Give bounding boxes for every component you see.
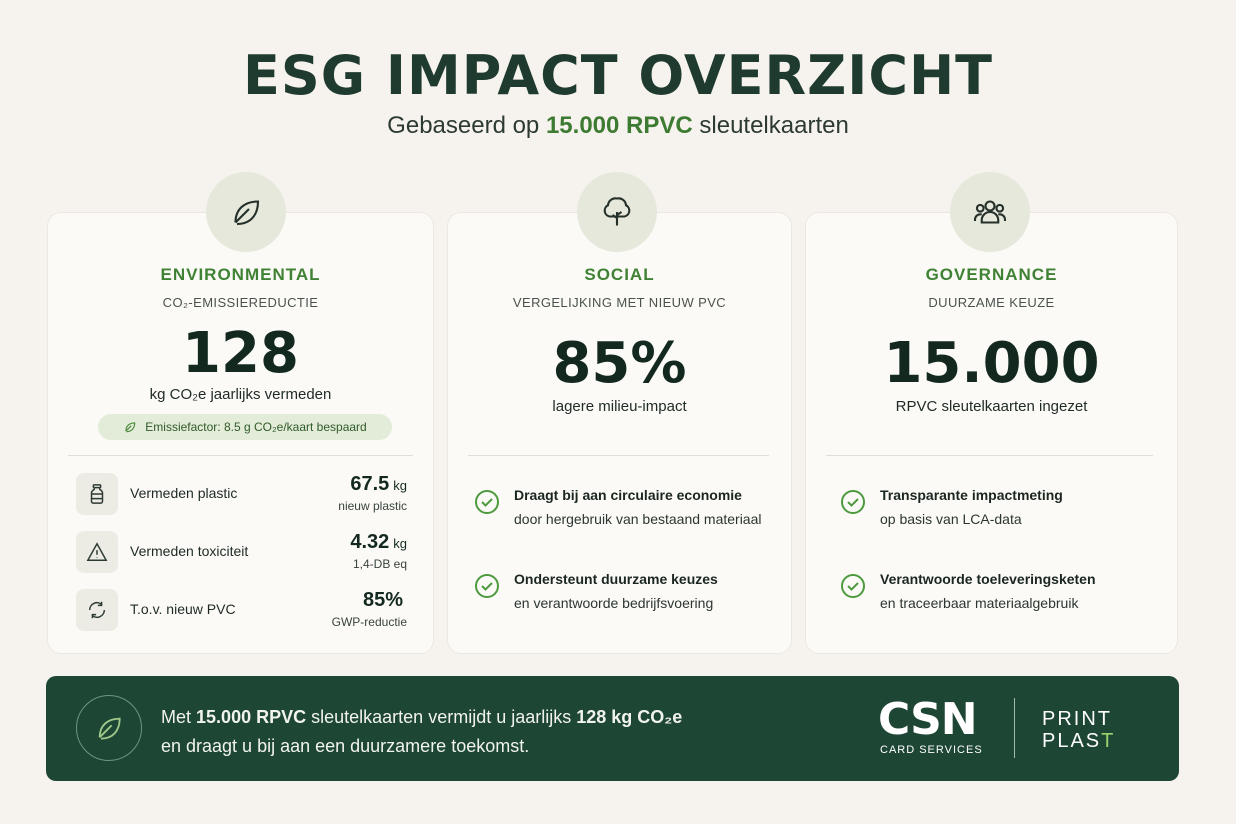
check-circle-icon (841, 574, 865, 598)
printplast-logo-accent: T (1101, 730, 1116, 752)
point-title: Ondersteunt duurzame keuzes (514, 571, 718, 587)
check-circle-icon (475, 574, 499, 598)
stat-row: Vermeden toxiciteit 4.32 kg 1,4-DB eq (76, 531, 407, 575)
banner-highlight: 128 kg CO₂e (576, 707, 683, 727)
csn-logo-subtitle: CARD SERVICES (880, 744, 983, 756)
stat-unit: kg (393, 536, 407, 551)
stat-label: T.o.v. nieuw PVC (130, 601, 236, 617)
governance-sublabel: DUURZAME KEUZE (928, 295, 1055, 310)
governance-heading: GOVERNANCE (925, 265, 1058, 284)
stat-row: T.o.v. nieuw PVC 85% GWP-reductie (76, 589, 407, 633)
banner-text-line1: Met 15.000 RPVC sleutelkaarten vermijdt … (161, 707, 682, 728)
list-item: Ondersteunt duurzame keuzes en verantwoo… (474, 571, 771, 621)
stat-sublabel: 1,4-DB eq (352, 557, 407, 571)
summary-banner: Met 15.000 RPVC sleutelkaarten vermijdt … (46, 676, 1179, 781)
emission-factor-pill: Emissiefactor: 8.5 g CO₂e/kaart bespaard (98, 414, 392, 440)
subtitle-prefix: Gebaseerd op (387, 112, 540, 139)
recycle-icon (76, 589, 118, 631)
environmental-sublabel: CO₂-EMISSIEREDUCTIE (162, 295, 319, 310)
check-circle-icon (841, 490, 865, 514)
people-icon (950, 172, 1030, 252)
bottle-icon (76, 473, 118, 515)
divider (468, 455, 769, 456)
logo-divider (1014, 698, 1015, 758)
stat-number: 4.32 (350, 531, 390, 553)
subtitle-highlight: 15.000 RPVC (545, 112, 693, 139)
stat-sublabel: GWP-reductie (331, 615, 407, 629)
tree-icon (577, 172, 657, 252)
social-heading: SOCIAL (584, 265, 655, 284)
banner-text-line2: en draagt u bij aan een duurzamere toeko… (161, 736, 530, 756)
leaf-icon (76, 695, 142, 761)
environmental-heading: ENVIRONMENTAL (160, 265, 321, 284)
csn-logo: CSN (878, 694, 978, 745)
list-item: Transparante impactmeting op basis van L… (840, 487, 1157, 537)
divider (68, 455, 413, 456)
divider (826, 455, 1153, 456)
stat-row: Vermeden plastic 67.5 kg nieuw plastic (76, 473, 407, 517)
warning-icon (76, 531, 118, 573)
point-text: en verantwoorde bedrijfsvoering (514, 595, 714, 611)
subtitle-suffix: sleutelkaarten (699, 112, 849, 139)
stat-value: 85% (363, 589, 407, 612)
environmental-card: ENVIRONMENTAL CO₂-EMISSIEREDUCTIE 128 kg… (47, 212, 434, 654)
stat-number: 85% (362, 589, 403, 611)
social-big-number: 85% (552, 331, 687, 396)
governance-big-number: 15.000 (883, 331, 1100, 396)
social-card: SOCIAL VERGELIJKING MET NIEUW PVC 85% la… (447, 212, 792, 654)
stat-value: 67.5 kg (350, 473, 407, 496)
social-caption: lagere milieu-impact (552, 398, 687, 415)
stat-value: 4.32 kg (350, 531, 407, 554)
banner-text: Met (161, 707, 192, 727)
page-title: ESG IMPACT OVERZICHT (242, 44, 994, 107)
governance-caption: RPVC sleutelkaarten ingezet (895, 398, 1088, 415)
page-subtitle: Gebaseerd op 15.000 RPVC sleutelkaarten (0, 112, 1236, 140)
point-title: Transparante impactmeting (880, 487, 1063, 503)
environmental-big-number: 128 (182, 321, 299, 386)
list-item: Draagt bij aan circulaire economie door … (474, 487, 771, 537)
stat-number: 67.5 (350, 473, 390, 495)
point-text: en traceerbaar materiaalgebruik (880, 595, 1079, 611)
printplast-logo-line2: PLAST (1042, 730, 1115, 752)
leaf-icon (206, 172, 286, 252)
point-title: Verantwoorde toeleveringsketen (880, 571, 1096, 587)
printplast-logo-line1: PRINT (1042, 708, 1112, 730)
stat-sublabel: nieuw plastic (338, 499, 407, 513)
emission-factor-text: Emissiefactor: 8.5 g CO₂e/kaart bespaard (145, 420, 367, 434)
banner-text: sleutelkaarten vermijdt u jaarlijks (311, 707, 572, 727)
stat-label: Vermeden plastic (130, 485, 238, 501)
point-title: Draagt bij aan circulaire economie (514, 487, 742, 503)
check-circle-icon (475, 490, 499, 514)
governance-card: GOVERNANCE DUURZAME KEUZE 15.000 RPVC sl… (805, 212, 1178, 654)
social-sublabel: VERGELIJKING MET NIEUW PVC (512, 295, 727, 310)
leaf-icon (125, 422, 136, 433)
banner-highlight: 15.000 RPVC (196, 707, 307, 727)
point-text: door hergebruik van bestaand materiaal (514, 511, 762, 527)
printplast-logo-part: PLAS (1042, 730, 1102, 752)
point-text: op basis van LCA-data (880, 511, 1022, 527)
environmental-caption: kg CO₂e jaarlijks vermeden (149, 386, 332, 403)
stat-label: Vermeden toxiciteit (130, 543, 249, 559)
list-item: Verantwoorde toeleveringsketen en tracee… (840, 571, 1157, 621)
stat-unit: kg (393, 478, 407, 493)
